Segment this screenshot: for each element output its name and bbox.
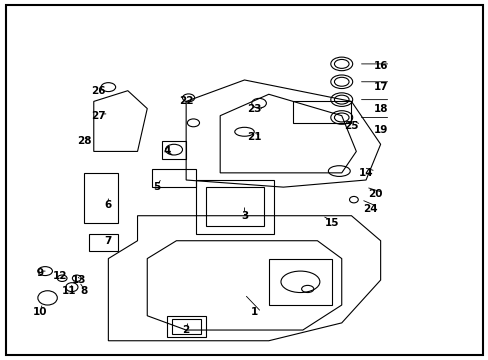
Text: 9: 9 xyxy=(37,268,44,278)
Text: 18: 18 xyxy=(373,104,387,113)
Text: 12: 12 xyxy=(52,271,67,282)
Text: 22: 22 xyxy=(179,96,193,107)
Text: 13: 13 xyxy=(72,275,86,285)
Text: 27: 27 xyxy=(91,111,106,121)
Text: 23: 23 xyxy=(246,104,261,113)
Text: 17: 17 xyxy=(372,82,387,92)
Text: 28: 28 xyxy=(77,136,91,146)
Text: 25: 25 xyxy=(344,121,358,131)
Text: 11: 11 xyxy=(62,286,77,296)
Text: 15: 15 xyxy=(324,218,339,228)
Text: 26: 26 xyxy=(91,86,106,96)
Text: 1: 1 xyxy=(250,307,257,317)
Text: 24: 24 xyxy=(363,203,377,213)
Text: 2: 2 xyxy=(182,325,189,335)
Text: 20: 20 xyxy=(368,189,382,199)
Text: 19: 19 xyxy=(373,125,387,135)
Text: 8: 8 xyxy=(80,286,87,296)
Text: 4: 4 xyxy=(163,147,170,157)
Text: 14: 14 xyxy=(358,168,373,178)
Text: 3: 3 xyxy=(241,211,247,221)
Text: 21: 21 xyxy=(246,132,261,142)
Text: 10: 10 xyxy=(33,307,47,317)
Text: 7: 7 xyxy=(104,236,112,246)
Text: 6: 6 xyxy=(104,200,112,210)
Text: 5: 5 xyxy=(153,182,160,192)
Text: 16: 16 xyxy=(373,61,387,71)
